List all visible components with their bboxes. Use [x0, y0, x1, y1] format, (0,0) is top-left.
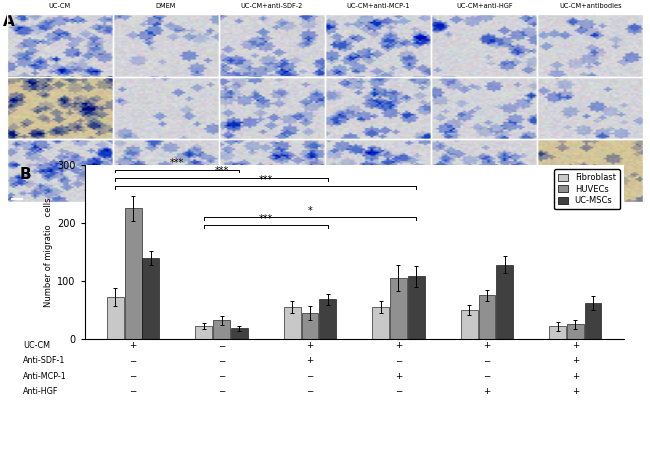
Bar [431, 139, 538, 202]
Bar [302, 313, 318, 339]
Bar [213, 320, 230, 339]
Text: −: − [395, 356, 402, 365]
Bar [478, 295, 495, 339]
Text: −: − [306, 387, 314, 396]
Bar [538, 76, 644, 139]
Text: −: − [218, 341, 226, 350]
Bar [538, 14, 644, 76]
Bar [319, 300, 336, 339]
Text: +: + [572, 371, 579, 381]
Text: −: − [218, 356, 226, 365]
Bar [284, 307, 301, 339]
Bar [549, 326, 566, 339]
Text: +: + [395, 371, 402, 381]
Text: −: − [483, 371, 491, 381]
Text: B: B [20, 167, 31, 182]
Text: +: + [572, 387, 579, 396]
Bar [219, 139, 325, 202]
Text: DMEM: DMEM [155, 3, 176, 9]
Text: UC-CM+anti-MCP-1: UC-CM+anti-MCP-1 [346, 3, 410, 9]
Bar [431, 76, 538, 139]
Bar [496, 265, 513, 339]
Bar [112, 14, 219, 76]
Text: −: − [306, 371, 314, 381]
Bar [325, 76, 431, 139]
Text: +: + [572, 356, 579, 365]
Bar [390, 278, 407, 339]
Text: +: + [129, 341, 136, 350]
Text: +: + [306, 341, 314, 350]
Text: UC-CM+antibodies: UC-CM+antibodies [559, 3, 622, 9]
Bar [112, 76, 219, 139]
Text: +: + [572, 341, 579, 350]
Bar [431, 14, 538, 76]
Bar [219, 76, 325, 139]
Bar [196, 326, 213, 339]
Text: Anti-HGF: Anti-HGF [23, 387, 58, 396]
Text: +: + [306, 356, 314, 365]
Bar [6, 14, 112, 76]
Text: UC-CM: UC-CM [49, 3, 71, 9]
Bar [231, 328, 248, 339]
Bar [6, 139, 112, 202]
Text: ***: *** [170, 158, 185, 169]
Bar [325, 14, 431, 76]
Text: Anti-MCP-1: Anti-MCP-1 [23, 371, 66, 381]
Text: −: − [129, 387, 137, 396]
Text: −: − [129, 356, 137, 365]
Legend: Fibroblast, HUVECs, UC-MSCs: Fibroblast, HUVECs, UC-MSCs [554, 169, 620, 209]
Bar [461, 310, 478, 339]
Bar [107, 297, 124, 339]
Y-axis label: Number of migratio   cells: Number of migratio cells [44, 197, 53, 307]
Text: −: − [218, 387, 226, 396]
Bar [567, 324, 584, 339]
Text: Anti-SDF-1: Anti-SDF-1 [23, 356, 65, 365]
Text: ***: *** [259, 174, 273, 185]
Text: −: − [483, 356, 491, 365]
Bar [584, 303, 601, 339]
Text: UC-CM+anti-HGF: UC-CM+anti-HGF [456, 3, 513, 9]
Text: −: − [129, 371, 137, 381]
Text: +: + [395, 341, 402, 350]
Bar [142, 258, 159, 339]
Text: ***: *** [214, 166, 229, 176]
Bar [125, 208, 142, 339]
Text: −: − [218, 371, 226, 381]
Text: *: * [307, 206, 313, 216]
Text: ***: *** [259, 214, 273, 224]
Bar [112, 139, 219, 202]
Bar [408, 276, 424, 339]
Bar [6, 76, 112, 139]
Text: A: A [3, 14, 15, 29]
Text: +: + [484, 341, 491, 350]
Bar [325, 139, 431, 202]
Text: UC-CM+anti-SDF-2: UC-CM+anti-SDF-2 [240, 3, 303, 9]
Bar [219, 14, 325, 76]
Text: −: − [395, 387, 402, 396]
Bar [538, 139, 644, 202]
Bar [372, 307, 389, 339]
Text: +: + [484, 387, 491, 396]
Text: UC-CM: UC-CM [23, 341, 50, 350]
